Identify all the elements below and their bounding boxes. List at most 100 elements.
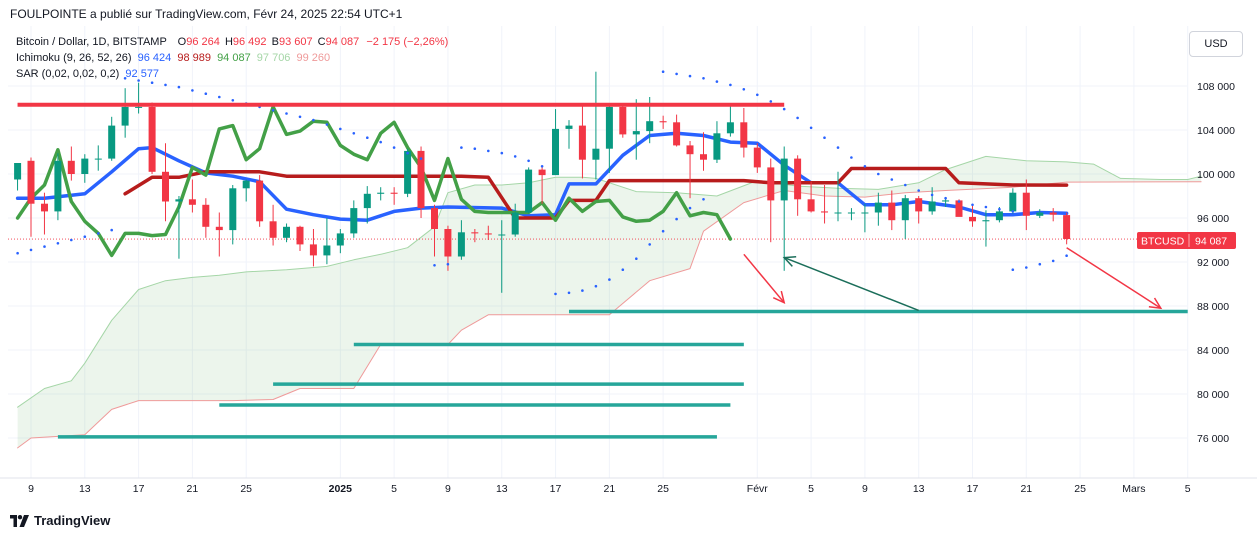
sar-dot xyxy=(16,251,19,255)
ohlc-values: O96 264 H96 492 B93 607 C94 087 −2 175 (… xyxy=(176,36,449,48)
arrow xyxy=(743,253,786,305)
sar-dot xyxy=(877,172,880,176)
sar-dot xyxy=(675,72,678,76)
price-tick-label: 80 000 xyxy=(1197,389,1229,401)
sar-dot xyxy=(460,146,463,149)
candle-body xyxy=(847,212,855,214)
candle-body xyxy=(27,160,35,204)
candle-body xyxy=(686,145,694,155)
price-tick-label: 76 000 xyxy=(1197,433,1229,445)
sar-dot xyxy=(446,262,450,266)
candle-body xyxy=(1036,212,1044,216)
candle-body xyxy=(619,106,627,135)
sar-dot xyxy=(150,81,154,84)
sar-dot xyxy=(782,107,786,111)
sar-dot xyxy=(621,268,625,272)
sar-dot xyxy=(715,80,719,83)
time-tick-label: 5 xyxy=(808,483,814,495)
sar-dot xyxy=(971,203,974,207)
candle xyxy=(188,179,196,213)
candle xyxy=(928,187,936,215)
candle xyxy=(888,190,896,231)
candle-body xyxy=(955,200,963,217)
candle xyxy=(740,108,748,158)
sar-dot xyxy=(419,157,423,160)
candle xyxy=(390,187,398,205)
time-tick-label: 25 xyxy=(240,483,252,495)
candle xyxy=(121,88,129,138)
ichimoku-span-b-value: 99 260 xyxy=(296,52,331,64)
sar-dot xyxy=(325,123,329,126)
candle xyxy=(81,154,89,183)
candle-body xyxy=(256,180,264,222)
candle xyxy=(67,146,75,181)
price-tag-box xyxy=(1137,232,1236,249)
candle-body xyxy=(188,199,196,205)
candle-body xyxy=(780,158,788,201)
candle-body xyxy=(605,106,613,149)
currency-button[interactable]: USD xyxy=(1189,31,1243,57)
candle xyxy=(1036,209,1044,218)
sar-dot xyxy=(836,146,840,149)
sar-dot xyxy=(1011,210,1015,213)
sar-dot xyxy=(675,217,678,221)
price-tick-label: 108 000 xyxy=(1197,81,1235,93)
candle-body xyxy=(982,220,990,222)
candle-body xyxy=(162,171,169,202)
candle-body xyxy=(794,158,802,200)
time-axis[interactable]: 9 13 17 21 25 2025 5 9 13 17 21 25 Févr 5 9 13 17 21 25 Mar… xyxy=(0,477,1257,495)
candle xyxy=(821,185,828,224)
time-tick-label: 25 xyxy=(1074,483,1086,495)
candle-body xyxy=(726,122,734,134)
sar-dot xyxy=(392,146,396,149)
sar-dot xyxy=(1051,259,1055,263)
candle-body xyxy=(377,192,385,194)
candle xyxy=(982,210,990,247)
candle-body xyxy=(108,125,116,159)
price-tick-label: 88 000 xyxy=(1197,301,1229,313)
candle xyxy=(269,204,277,246)
candle xyxy=(108,116,116,161)
sar-dot xyxy=(366,136,369,139)
arrow-shaft xyxy=(783,256,919,312)
candle xyxy=(202,198,210,238)
candle-body xyxy=(471,232,479,234)
top-bar: FOULPOINTE a publié sur TradingView.com,… xyxy=(0,0,1257,26)
candle-body xyxy=(148,106,156,172)
bottom-bar: TradingView xyxy=(0,505,1257,537)
candle-body xyxy=(578,125,586,160)
time-tick-label: Févr xyxy=(747,483,769,495)
sar-dot xyxy=(756,93,759,97)
candle xyxy=(874,192,882,226)
price-tick-label: 96 000 xyxy=(1197,213,1229,225)
candle xyxy=(498,220,506,293)
sar-dot xyxy=(850,156,853,159)
candle xyxy=(780,146,788,271)
candle xyxy=(404,148,412,198)
time-tick-label: Mars xyxy=(1122,483,1145,495)
arrow-shaft xyxy=(1066,247,1162,309)
price-tag-value: 94 087 xyxy=(1195,236,1227,248)
candle xyxy=(162,143,169,222)
tradingview-logo[interactable]: TradingView xyxy=(10,513,110,528)
sar-dot xyxy=(863,165,867,168)
sar-dot xyxy=(944,196,947,200)
candle-body xyxy=(309,244,317,256)
sar-dot xyxy=(661,70,665,73)
candle xyxy=(552,109,559,176)
candle-body xyxy=(753,147,761,168)
ohlc-change: −2 175 (−2,26%) xyxy=(366,36,449,48)
price-axis[interactable]: 76 000 80 000 84 000 88 000 92 000 96 000 100 … xyxy=(1197,81,1235,445)
symbol-name[interactable]: Bitcoin / Dollar, 1D, BITSTAMP xyxy=(16,36,167,48)
legend-symbol-row: Bitcoin / Dollar, 1D, BITSTAMP O96 264 H… xyxy=(16,34,448,50)
price-tick-label: 100 000 xyxy=(1197,169,1235,181)
sar-dot xyxy=(661,229,665,233)
ichimoku-label[interactable]: Ichimoku (9, 26, 52, 26) xyxy=(16,52,132,64)
ichimoku-cloud xyxy=(17,156,1202,448)
sar-label[interactable]: SAR (0,02, 0,02, 0,2) xyxy=(16,68,120,80)
sar-dot xyxy=(823,136,826,139)
time-tick-label: 9 xyxy=(862,483,868,495)
sar-dot xyxy=(957,200,961,203)
sar-dot xyxy=(298,115,302,119)
chart-area[interactable]: 76 000 80 000 84 000 88 000 92 000 96 000 100 … xyxy=(0,26,1257,505)
